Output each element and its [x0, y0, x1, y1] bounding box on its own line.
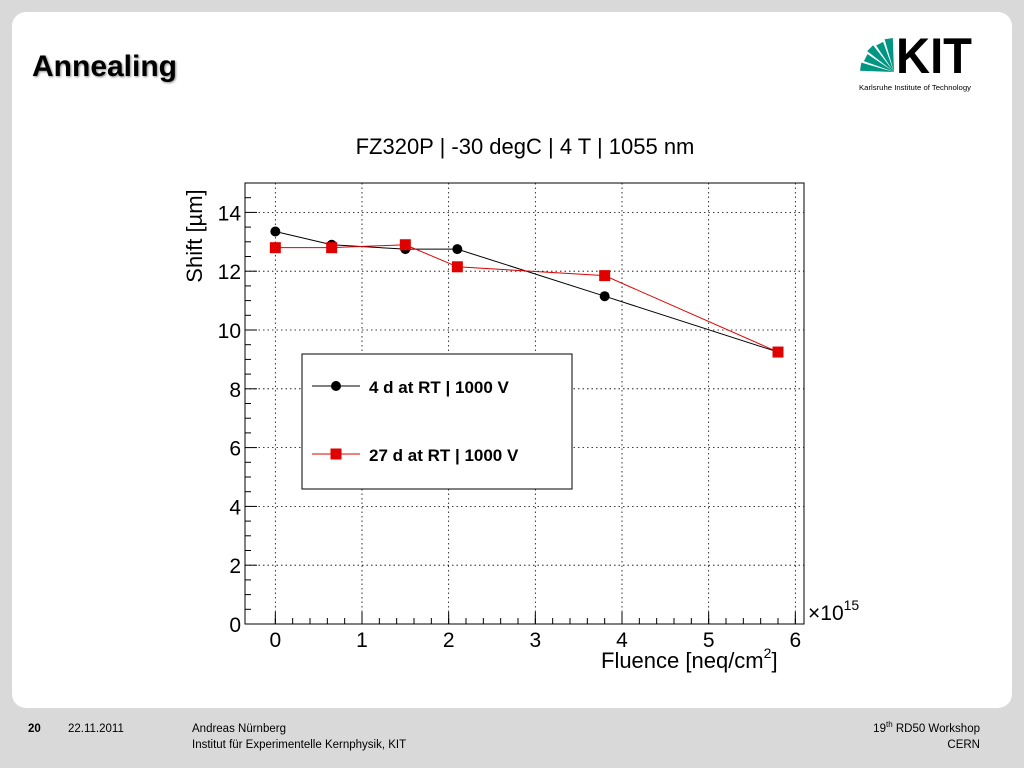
series-2-point	[772, 346, 784, 358]
series-layer	[269, 226, 784, 358]
legend-marker-series-1	[331, 381, 341, 391]
logo-fan-blade	[876, 41, 894, 72]
y-tick-label: 2	[229, 555, 241, 578]
x-tick-label: 1	[356, 629, 368, 652]
series-2-point	[451, 261, 463, 273]
workshop-suffix: RD50 Workshop	[892, 723, 980, 735]
kit-logo-subtitle: Karlsruhe Institute of Technology	[859, 83, 971, 92]
y-tick-label: 6	[229, 438, 241, 461]
y-tick-label: 10	[218, 320, 241, 343]
series-1-point	[270, 226, 281, 237]
chart-title: FZ320P | -30 degC | 4 T | 1055 nm	[356, 134, 695, 159]
footer-institute: Institut für Experimentelle Kernphysik, …	[192, 739, 407, 751]
y-tick-label: 0	[229, 614, 241, 637]
legend-marker-series-2	[330, 448, 342, 460]
series-2-line	[275, 244, 779, 353]
footer-author: Andreas Nürnberg	[192, 723, 286, 735]
slide-title: Annealing	[32, 50, 178, 83]
series-1-line	[275, 231, 779, 353]
legend: 4 d at RT | 1000 V 27 d at RT | 1000 V	[301, 353, 573, 490]
x-multiplier-exponent: 15	[844, 597, 860, 613]
logo-fan-blade	[863, 54, 894, 72]
series-1-point	[599, 291, 610, 302]
logo-fan-blade	[884, 38, 894, 72]
series-2-point	[326, 242, 338, 254]
x-tick-label: 3	[529, 629, 541, 652]
logo-fan-blade	[860, 62, 894, 72]
legend-box	[301, 353, 573, 490]
series-2-point	[399, 239, 411, 251]
y-tick-label: 12	[218, 261, 241, 284]
y-tick-label: 4	[229, 496, 241, 519]
x-tick-label: 0	[269, 629, 281, 652]
x-tick-label: 2	[443, 629, 455, 652]
x-axis-label-main: Fluence [neq/cm	[601, 648, 764, 673]
logo-fan-blade	[867, 45, 894, 72]
x-tick-label: 6	[789, 629, 801, 652]
series-1-point	[452, 244, 463, 255]
kit-logo-text: KIT	[896, 28, 972, 84]
series-2-point	[599, 270, 611, 282]
footer: 20 22.11.2011 Andreas Nürnberg Institut …	[0, 712, 1024, 768]
kit-logo-fan-icon	[860, 38, 894, 72]
y-tick-label: 14	[218, 202, 242, 225]
footer-date: 22.11.2011	[68, 723, 124, 735]
legend-label-series-2: 27 d at RT | 1000 V	[369, 446, 519, 465]
workshop-prefix: 19	[873, 723, 886, 735]
legend-label-series-1: 4 d at RT | 1000 V	[369, 378, 510, 397]
x-tick-label: 4	[616, 629, 628, 652]
y-axis-label: Shift [µm]	[182, 189, 207, 282]
page-number: 20	[28, 723, 41, 735]
kit-logo: KIT Karlsruhe Institute of Technology	[859, 28, 972, 92]
y-tick-label: 8	[229, 379, 241, 402]
workshop-sup: th	[885, 720, 893, 730]
x-tick-label: 5	[703, 629, 715, 652]
x-axis-label-sup: 2	[764, 645, 772, 661]
x-axis-label: Fluence [neq/cm2]	[601, 645, 778, 673]
x-axis-label-end: ]	[771, 648, 777, 673]
x-multiplier-base: ×10	[808, 602, 844, 625]
x-axis-multiplier: ×1015	[808, 597, 859, 625]
footer-workshop: 19th RD50 Workshop	[873, 720, 980, 735]
series-2-point	[269, 242, 281, 254]
footer-location: CERN	[947, 739, 980, 751]
